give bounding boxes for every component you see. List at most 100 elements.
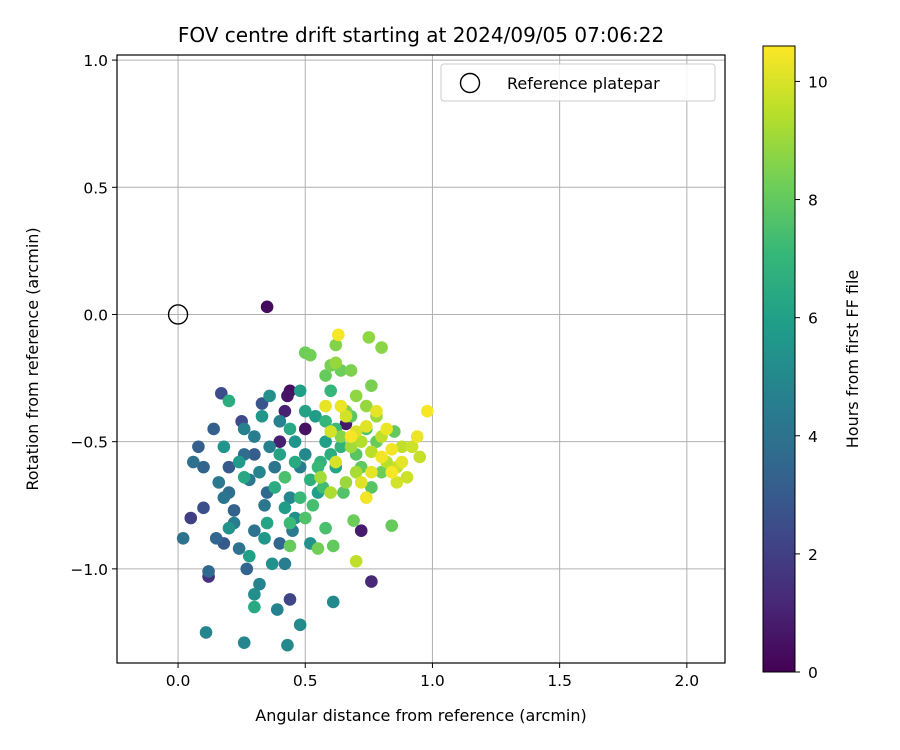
x-tick-label: 1.0 <box>420 672 445 690</box>
data-point <box>270 603 284 616</box>
data-point <box>258 532 271 545</box>
data-point <box>395 455 409 469</box>
data-point <box>339 476 353 489</box>
data-point <box>273 537 287 550</box>
data-point <box>365 445 378 459</box>
data-point <box>184 511 198 525</box>
data-point <box>319 521 332 535</box>
data-point <box>281 389 294 403</box>
data-point <box>209 532 223 545</box>
data-point <box>217 491 231 504</box>
data-point <box>298 448 312 461</box>
y-axis-label: Rotation from reference (arcmin) <box>23 227 42 490</box>
y-tick-label: 0.5 <box>83 179 108 197</box>
grid-lines <box>117 55 725 663</box>
data-point <box>268 481 282 494</box>
x-tick-label: 0.0 <box>166 672 191 690</box>
data-point <box>344 440 358 454</box>
data-point <box>263 440 276 454</box>
data-point <box>199 626 213 639</box>
x-tick-label: 0.5 <box>293 672 318 690</box>
data-point <box>237 470 251 484</box>
y-tick-label: 0.0 <box>83 306 108 324</box>
x-axis-ticks: 0.0 0.5 1.0 1.5 2.0 <box>166 663 699 690</box>
data-point <box>237 636 251 649</box>
data-point <box>332 328 345 342</box>
data-point <box>207 422 220 436</box>
x-tick-label: 1.5 <box>547 672 572 690</box>
data-point <box>329 455 343 469</box>
data-point <box>298 511 312 525</box>
data-point <box>329 356 343 370</box>
data-point <box>255 397 269 410</box>
data-point <box>306 498 320 512</box>
data-point <box>248 600 261 614</box>
data-point <box>187 455 200 469</box>
data-point <box>385 519 399 532</box>
data-point <box>344 430 358 443</box>
y-tick-label: −0.5 <box>70 434 108 452</box>
data-point <box>248 448 261 461</box>
data-point <box>248 588 261 601</box>
data-point <box>227 504 241 517</box>
data-point <box>253 465 266 479</box>
data-point <box>370 404 383 418</box>
data-point <box>283 516 297 530</box>
data-point <box>344 364 358 377</box>
legend-label-reference: Reference platepar <box>507 74 660 93</box>
chart-title: FOV centre drift starting at 2024/09/05 … <box>178 23 664 47</box>
data-point <box>240 562 254 576</box>
colorbar-tick-label: 10 <box>808 73 828 91</box>
data-point <box>255 409 269 423</box>
data-point <box>324 486 337 499</box>
data-point <box>349 389 363 403</box>
data-point <box>273 435 287 448</box>
data-point <box>232 542 246 555</box>
data-point <box>360 491 373 504</box>
data-point <box>278 501 292 515</box>
data-point <box>237 422 251 436</box>
data-point <box>222 460 236 474</box>
data-point <box>365 465 378 479</box>
data-point <box>278 404 292 418</box>
data-point <box>354 435 368 448</box>
y-axis-ticks: 1.0 0.5 0.0 −0.5 −1.0 <box>70 52 117 579</box>
data-point <box>390 476 404 489</box>
x-axis-label: Angular distance from reference (arcmin) <box>255 706 586 725</box>
data-point <box>319 415 332 428</box>
data-point <box>304 348 317 362</box>
data-point <box>217 440 231 454</box>
data-point <box>385 443 399 456</box>
colorbar-tick-label: 2 <box>808 546 818 564</box>
data-point <box>334 430 348 443</box>
data-point <box>273 415 287 428</box>
data-point <box>413 450 427 464</box>
data-point <box>405 440 419 454</box>
data-point <box>283 539 297 553</box>
data-point <box>319 435 332 448</box>
data-point <box>215 387 228 400</box>
data-point <box>258 498 271 512</box>
data-point <box>260 516 274 530</box>
data-point <box>268 460 282 474</box>
legend-marker-reference <box>459 72 481 94</box>
data-point <box>293 384 307 398</box>
colorbar-label: Hours from first FF file <box>843 270 862 449</box>
data-point <box>222 394 236 408</box>
data-point <box>375 450 388 464</box>
data-point <box>365 481 378 494</box>
data-point <box>248 430 261 443</box>
data-point <box>337 486 350 499</box>
data-point <box>288 455 302 469</box>
data-point <box>260 300 274 314</box>
data-point <box>311 460 325 474</box>
data-point <box>311 542 325 555</box>
legend: Reference platepar <box>440 63 716 102</box>
data-point <box>242 549 256 563</box>
data-point <box>349 554 363 568</box>
data-point <box>314 470 327 484</box>
data-point <box>339 409 353 423</box>
data-point <box>265 557 279 571</box>
data-point <box>293 491 307 504</box>
data-point <box>410 430 424 443</box>
